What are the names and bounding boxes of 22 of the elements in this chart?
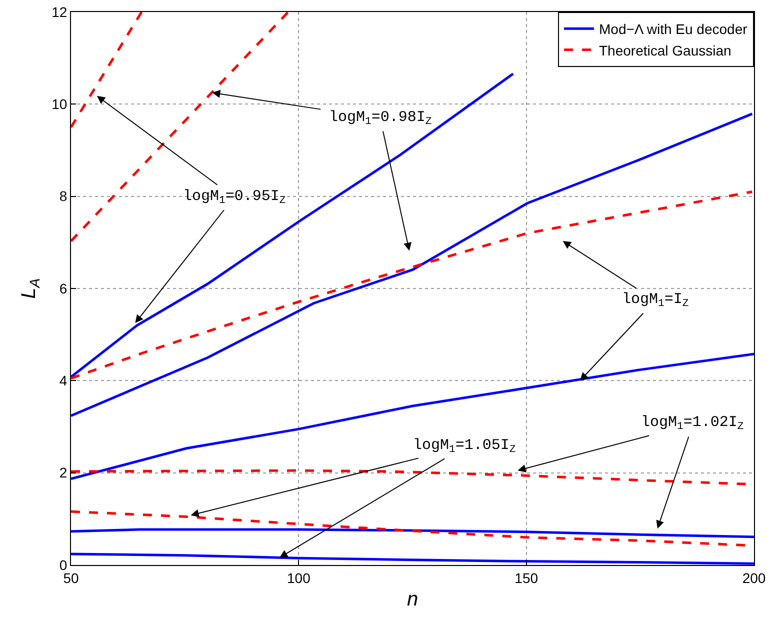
y-tick-label: 6 [59, 280, 68, 296]
legend-label: Theoretical Gaussian [599, 42, 732, 58]
annotation: logM$_{1}$=1.02I$_{Z}$ [641, 414, 744, 434]
y-tick-label: 12 [52, 4, 68, 20]
annotation: logM$_{1}$=0.95I$_{Z}$ [183, 188, 286, 208]
y-tick-label: 10 [52, 96, 68, 112]
legend-label: Mod−Λ with Eu decoder [599, 21, 748, 38]
line-series [71, 528, 754, 538]
annotation: logM$_{1}$=I$_{Z}$ [622, 291, 689, 310]
x-tick-label: 200 [742, 570, 766, 586]
line-series [71, 352, 754, 480]
annotation: logM$_{1}$=1.05I$_{Z}$ [413, 437, 516, 456]
y-tick-label: 2 [59, 464, 68, 481]
line-series [71, 552, 754, 565]
y-tick-label: 4 [59, 372, 68, 389]
x-tick-label: 100 [286, 570, 311, 586]
line-series [71, 190, 754, 380]
x-axis-title: n [406, 588, 418, 610]
annotation: logM$_{1}$=0.98I$_{Z}$ [329, 109, 432, 128]
line-series [71, 72, 514, 378]
x-tick-label: 150 [514, 570, 538, 586]
y-tick-label: 8 [59, 188, 68, 204]
